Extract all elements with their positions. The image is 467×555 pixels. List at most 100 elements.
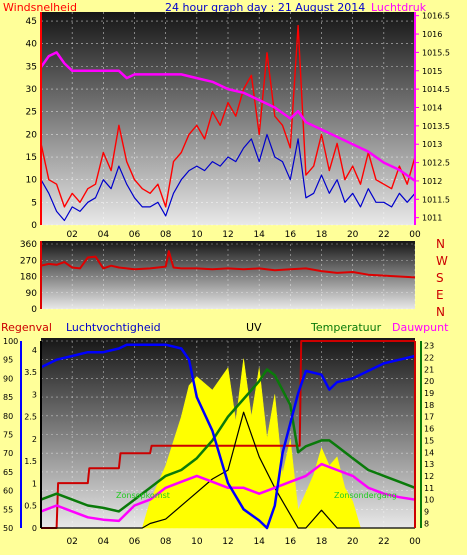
compass-letter: W <box>436 254 448 268</box>
humidity-y-tick: 90 <box>3 374 13 383</box>
dewpoint-line <box>40 462 416 523</box>
temperature-y-tick: 10 <box>424 496 434 505</box>
humidity-y-tick: 65 <box>3 468 13 477</box>
temperature-y-tick: 15 <box>424 436 434 445</box>
pressure-y-tick: 1013.5 <box>422 122 450 131</box>
climate-x-tick: 12 <box>222 537 233 547</box>
direction-y-tick: 90 <box>26 289 38 299</box>
direction-series <box>40 250 416 279</box>
wind-x-tick: 00 <box>409 230 421 240</box>
pressure-right-label: Luchtdruk <box>371 1 427 14</box>
humidity-y-tick: 95 <box>3 356 13 365</box>
pressure-y-tick: 1016 <box>422 30 442 39</box>
uv-y-tick: 2.5 <box>24 413 37 422</box>
direction-y-tick: 180 <box>20 273 37 283</box>
chart-title: 24 hour graph day : 21 August 2014 <box>165 1 365 14</box>
direction-y-tick: 0 <box>31 305 37 315</box>
wind-y-tick: 10 <box>26 176 38 186</box>
direction-grid <box>41 243 416 310</box>
pressure-y-tick: 1014.5 <box>422 85 450 94</box>
climate-x-tick: 10 <box>191 537 203 547</box>
direction-line <box>40 250 416 279</box>
wind-x-tick: 10 <box>191 230 203 240</box>
pressure-y-tick: 1011.5 <box>422 195 450 204</box>
direction-axes: 0 90 180 270 360 <box>20 240 42 315</box>
temperature-y-tick: 19 <box>424 389 434 398</box>
humidity-y-tick: 75 <box>3 431 13 440</box>
wind-y-tick: 20 <box>26 130 38 140</box>
compass-letter: S <box>436 271 444 285</box>
sunrise-label: Zonsopkomst <box>116 491 170 500</box>
wind-x-tick: 22 <box>378 230 389 240</box>
humidity-label: Luchtvochtigheid <box>66 321 161 334</box>
temperature-y-tick: 21 <box>424 365 434 374</box>
wind-y-tick: 15 <box>26 153 37 163</box>
wind-y-tick: 35 <box>26 62 37 72</box>
pressure-y-tick: 1015.5 <box>422 48 450 57</box>
climate-x-tick: 08 <box>160 537 172 547</box>
wind-left-label: Windsnelheid <box>3 1 77 14</box>
wind-series <box>39 24 416 222</box>
uv-y-tick: 1 <box>32 479 37 488</box>
uv-line <box>41 411 415 529</box>
humidity-y-tick: 85 <box>3 393 13 402</box>
rain-label: Regenval <box>1 321 52 334</box>
climate-x-tick: 02 <box>66 537 77 547</box>
temperature-y-tick: 11 <box>424 484 434 493</box>
uv-y-tick: 3 <box>32 390 37 399</box>
pressure-y-tick: 1016.5 <box>422 12 450 21</box>
temperature-y-tick: 17 <box>424 413 434 422</box>
wind-average-line <box>40 133 416 222</box>
humidity-y-tick: 60 <box>3 487 13 496</box>
temperature-y-tick: 12 <box>424 472 434 481</box>
dewpoint-label: Dauwpunt <box>392 321 449 334</box>
temperature-y-tick: 13 <box>424 460 434 469</box>
climate-x-tick: 14 <box>253 537 265 547</box>
wind-y-tick: 0 <box>31 221 37 231</box>
uv-y-tick: 0.5 <box>24 502 37 511</box>
temperature-line <box>40 368 416 513</box>
uv-y-tick: 2 <box>32 435 37 444</box>
wind-gust-line <box>40 24 416 208</box>
uv-label: UV <box>246 321 262 334</box>
wind-x-tick: 18 <box>316 230 328 240</box>
compass-letter: E <box>436 288 444 302</box>
temperature-y-tick: 18 <box>424 401 434 410</box>
humidity-y-tick: 55 <box>3 505 13 514</box>
rain-line <box>41 340 415 529</box>
uv-y-tick: 3.5 <box>24 368 37 377</box>
climate-x-tick: 00 <box>409 537 421 547</box>
climate-x-tick: 22 <box>378 537 389 547</box>
temperature-y-tick: 9 <box>424 507 429 516</box>
temperature-y-tick: 14 <box>424 448 434 457</box>
climate-x-tick: 18 <box>316 537 328 547</box>
wind-x-tick: 08 <box>160 230 172 240</box>
wind-x-tick: 12 <box>222 230 233 240</box>
wind-y-tick: 30 <box>26 85 38 95</box>
solar-area <box>141 358 361 529</box>
climate-x-tick: 20 <box>347 537 359 547</box>
uv-y-tick: 4 <box>32 346 37 355</box>
temperature-y-tick: 16 <box>424 425 434 434</box>
direction-y-tick: 270 <box>20 256 37 266</box>
sunset-label: Zonsondergang <box>334 491 397 500</box>
compass-letter: N <box>436 237 445 251</box>
climate-x-tick: 04 <box>98 537 110 547</box>
wind-x-tick: 02 <box>66 230 77 240</box>
wind-x-tick: 16 <box>285 230 297 240</box>
pressure-y-tick: 1015 <box>422 67 442 76</box>
pressure-y-tick: 1013 <box>422 140 442 149</box>
wind-y-tick: 5 <box>31 198 37 208</box>
temperature-y-tick: 20 <box>424 377 434 386</box>
compass-letter: N <box>436 305 445 319</box>
humidity-line <box>40 343 416 530</box>
temperature-y-tick: 8 <box>424 519 429 528</box>
wind-x-tick: 06 <box>129 230 141 240</box>
uv-y-tick: 0 <box>32 524 37 533</box>
pressure-y-tick: 1012 <box>422 177 442 186</box>
temperature-label: Temperatuur <box>310 321 382 334</box>
